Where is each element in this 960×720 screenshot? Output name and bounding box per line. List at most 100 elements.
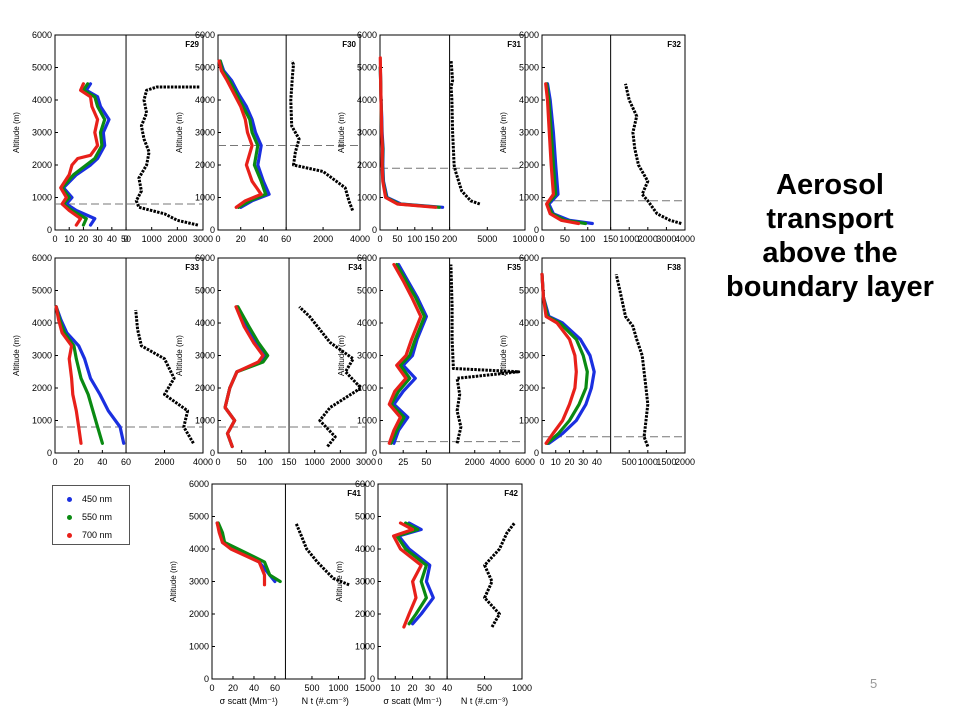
- y-tick-label: 2000: [519, 160, 539, 170]
- scatt-700nm-line: [215, 521, 267, 587]
- y-tick-label: 5000: [195, 63, 215, 73]
- y-axis-label: Altitude (m): [335, 561, 344, 602]
- y-tick-label: 4000: [32, 318, 52, 328]
- y-tick-label: 3000: [357, 128, 377, 138]
- x-tick-label: 4000: [193, 457, 213, 467]
- y-tick-label: 2000: [519, 383, 539, 393]
- title-line: transport: [766, 203, 894, 235]
- flight-label: F33: [185, 263, 199, 272]
- x-tick-label: 4000: [675, 234, 695, 244]
- y-tick-label: 1000: [32, 416, 52, 426]
- x-tick-label: 20: [408, 683, 418, 693]
- x-tick-label: 100: [407, 234, 422, 244]
- nt-profile-line: [449, 60, 481, 206]
- x-tick-label: 2000: [313, 234, 333, 244]
- x-tick-label: 60: [270, 683, 280, 693]
- flight-label: F29: [185, 40, 199, 49]
- flight-label: F31: [507, 40, 521, 49]
- scatt-700nm-line: [387, 262, 423, 445]
- panel-frame: [54, 34, 204, 231]
- scatt-700nm-line: [540, 272, 578, 445]
- flight-label: F41: [347, 489, 361, 498]
- x-tick-label: 20: [78, 234, 88, 244]
- x-tick-label: 0: [539, 457, 544, 467]
- scatt-550nm-line: [54, 305, 105, 445]
- x-tick-label: 10: [64, 234, 74, 244]
- x-tick-label: 40: [249, 683, 259, 693]
- y-tick-label: 1000: [355, 642, 375, 652]
- nt-profile-line: [134, 85, 201, 227]
- x-tick-label: 3000: [356, 457, 376, 467]
- y-axis-label: Altitude (m): [169, 561, 178, 602]
- x-tick-label: 0: [377, 234, 382, 244]
- x-tick-label: 150: [282, 457, 297, 467]
- y-tick-label: 6000: [355, 479, 375, 489]
- y-tick-label: 2000: [195, 160, 215, 170]
- y-tick-label: 5000: [357, 63, 377, 73]
- x-tick-label: 50: [392, 234, 402, 244]
- y-tick-label: 4000: [519, 318, 539, 328]
- x-tick-label: 150: [425, 234, 440, 244]
- y-tick-label: 0: [370, 674, 375, 684]
- y-tick-label: 0: [47, 448, 52, 458]
- scatt-700nm-line: [544, 82, 581, 226]
- y-tick-label: 0: [47, 225, 52, 235]
- y-tick-label: 6000: [519, 253, 539, 263]
- x-tick-label: 5000: [477, 234, 497, 244]
- y-tick-label: 3000: [195, 351, 215, 361]
- x-tick-label: 25: [398, 457, 408, 467]
- y-tick-label: 5000: [189, 512, 209, 522]
- scatt-700nm-line: [392, 521, 423, 629]
- y-tick-label: 2000: [32, 160, 52, 170]
- y-tick-label: 4000: [32, 95, 52, 105]
- y-tick-label: 2000: [189, 609, 209, 619]
- y-axis-label: Altitude (m): [337, 112, 346, 153]
- x-tick-label: 0: [377, 457, 382, 467]
- x-axis-label-nt: N t (#.cm⁻³): [302, 696, 349, 706]
- x-tick-label: 0: [215, 234, 220, 244]
- y-tick-label: 3000: [357, 351, 377, 361]
- page-number: 5: [870, 676, 878, 691]
- y-tick-label: 0: [372, 448, 377, 458]
- nt-profile-line: [289, 60, 355, 212]
- x-tick-label: 20: [74, 457, 84, 467]
- y-tick-label: 0: [210, 225, 215, 235]
- legend-item: 450 nm: [67, 491, 129, 507]
- x-axis-label-nt: N t (#.cm⁻³): [461, 696, 508, 706]
- x-tick-label: 2000: [465, 457, 485, 467]
- y-tick-label: 3000: [519, 128, 539, 138]
- y-tick-label: 4000: [355, 544, 375, 554]
- panel-frame: [54, 257, 204, 454]
- x-tick-label: 0: [52, 234, 57, 244]
- y-tick-label: 2000: [195, 383, 215, 393]
- flight-label: F38: [667, 263, 681, 272]
- flight-label: F34: [348, 263, 362, 272]
- x-tick-label: 20: [564, 457, 574, 467]
- x-tick-label: 0: [209, 683, 214, 693]
- x-tick-label: 30: [425, 683, 435, 693]
- x-tick-label: 0: [215, 457, 220, 467]
- x-tick-label: 0: [375, 683, 380, 693]
- nt-profile-line: [298, 305, 363, 448]
- legend-item: 550 nm: [67, 509, 129, 525]
- y-axis-label: Altitude (m): [12, 112, 21, 153]
- scatt-450nm-line: [61, 82, 111, 227]
- x-tick-label: 200: [442, 234, 457, 244]
- nt-profile-line: [614, 273, 650, 448]
- legend-marker: [67, 496, 72, 502]
- x-tick-label: 3000: [193, 234, 213, 244]
- legend-marker: [67, 532, 72, 538]
- x-tick-label: 50: [560, 234, 570, 244]
- x-tick-label: 10000: [512, 234, 537, 244]
- y-tick-label: 5000: [32, 286, 52, 296]
- x-tick-label: 2000: [330, 457, 350, 467]
- y-tick-label: 0: [204, 674, 209, 684]
- y-tick-label: 6000: [519, 30, 539, 40]
- y-tick-label: 4000: [519, 95, 539, 105]
- y-tick-label: 0: [210, 448, 215, 458]
- x-tick-label: 1000: [638, 457, 658, 467]
- title-line: Aerosol: [776, 169, 884, 201]
- y-tick-label: 1000: [357, 416, 377, 426]
- nt-profile-line: [449, 264, 521, 444]
- scatt-550nm-line: [218, 59, 268, 209]
